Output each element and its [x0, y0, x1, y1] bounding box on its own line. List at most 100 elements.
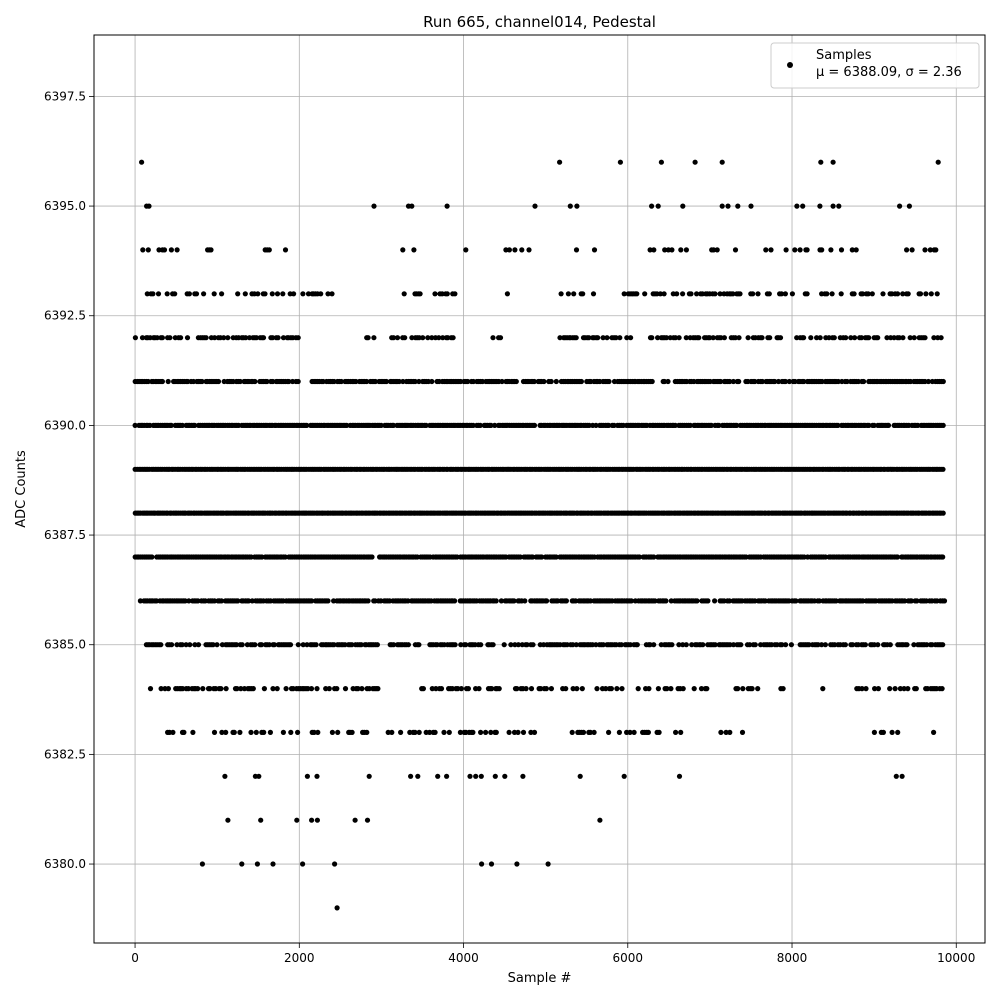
data-point: [940, 422, 946, 428]
data-point: [617, 335, 623, 341]
data-point: [808, 335, 814, 341]
y-tick-label: 6392.5: [44, 309, 86, 323]
data-point: [597, 817, 603, 823]
data-point: [452, 642, 458, 648]
data-point: [476, 686, 482, 692]
data-point: [514, 686, 520, 692]
data-point: [816, 598, 823, 604]
data-point: [631, 729, 637, 736]
data-point: [710, 335, 716, 341]
data-point: [889, 729, 895, 736]
data-point: [842, 642, 849, 648]
data-point: [449, 686, 455, 692]
x-axis-ticks: 0 2000 4000 6000 8000 10000: [131, 943, 975, 965]
data-point: [288, 729, 294, 736]
data-point: [759, 378, 766, 385]
data-point: [470, 729, 476, 736]
data-point: [647, 642, 653, 648]
data-point: [192, 422, 198, 428]
data-point: [645, 729, 652, 736]
data-point: [676, 642, 682, 648]
data-point: [755, 291, 761, 297]
data-point: [732, 335, 739, 341]
data-point: [515, 642, 522, 648]
data-point: [178, 335, 184, 341]
data-point: [253, 729, 259, 736]
data-point: [260, 335, 267, 341]
legend-box: [770, 42, 980, 89]
data-point: [338, 378, 344, 385]
data-point: [490, 642, 496, 648]
data-point: [372, 378, 378, 385]
data-point: [179, 422, 185, 428]
data-point: [218, 686, 224, 692]
data-point: [786, 378, 793, 385]
data-point: [759, 335, 765, 341]
data-point: [820, 686, 826, 692]
data-point: [768, 247, 774, 253]
data-point: [801, 378, 807, 385]
data-point: [274, 686, 280, 692]
data-point: [593, 642, 599, 648]
data-point: [165, 686, 171, 692]
data-point: [225, 335, 231, 341]
data-point: [655, 335, 661, 341]
data-point: [587, 598, 594, 604]
y-tick-label: 6380.0: [44, 857, 86, 871]
data-point: [647, 247, 653, 253]
data-point: [282, 554, 288, 560]
data-point: [880, 729, 887, 736]
data-point: [145, 247, 151, 253]
data-point: [922, 247, 928, 253]
data-point: [498, 598, 504, 604]
data-point: [161, 247, 168, 253]
data-point: [663, 335, 670, 341]
data-point: [211, 598, 218, 604]
legend: Samples μ = 6388.09, σ = 2.36: [770, 42, 980, 89]
data-point: [253, 335, 260, 341]
data-point: [797, 247, 803, 253]
data-point: [364, 729, 370, 736]
data-point: [314, 686, 320, 692]
data-point: [717, 291, 723, 297]
data-point: [594, 686, 600, 692]
data-point: [193, 291, 200, 297]
data-point: [866, 335, 872, 341]
data-point: [266, 642, 272, 648]
data-point: [875, 335, 881, 341]
data-point: [621, 291, 627, 297]
x-tick-label: 8000: [777, 951, 808, 965]
data-point: [748, 203, 754, 209]
data-point: [750, 291, 756, 297]
y-axis-ticks: 6380.0 6382.5 6385.0 6387.5 6390.0 6392.5 6395…: [44, 89, 94, 871]
chart-title: Run 665, channel014, Pedestal: [423, 13, 656, 31]
data-point: [543, 686, 550, 692]
data-point: [591, 729, 597, 736]
data-point: [349, 729, 355, 736]
data-point: [913, 686, 919, 692]
data-point: [223, 686, 229, 692]
data-point: [655, 203, 661, 209]
data-point: [822, 554, 829, 560]
data-point: [844, 378, 850, 385]
data-point: [905, 686, 911, 692]
data-point: [669, 642, 675, 648]
data-point: [665, 378, 671, 385]
data-point: [165, 378, 171, 385]
data-point: [270, 335, 276, 341]
data-point: [412, 729, 418, 736]
data-point: [940, 466, 946, 472]
data-point: [383, 378, 389, 385]
data-point: [219, 729, 225, 736]
data-point: [489, 686, 495, 692]
data-point: [531, 378, 537, 385]
data-point: [300, 861, 306, 867]
data-point: [718, 729, 724, 736]
data-point: [493, 598, 499, 604]
data-point: [923, 291, 929, 297]
data-point: [242, 291, 248, 297]
data-point: [704, 686, 710, 692]
data-point: [872, 686, 878, 692]
data-point: [940, 510, 946, 516]
